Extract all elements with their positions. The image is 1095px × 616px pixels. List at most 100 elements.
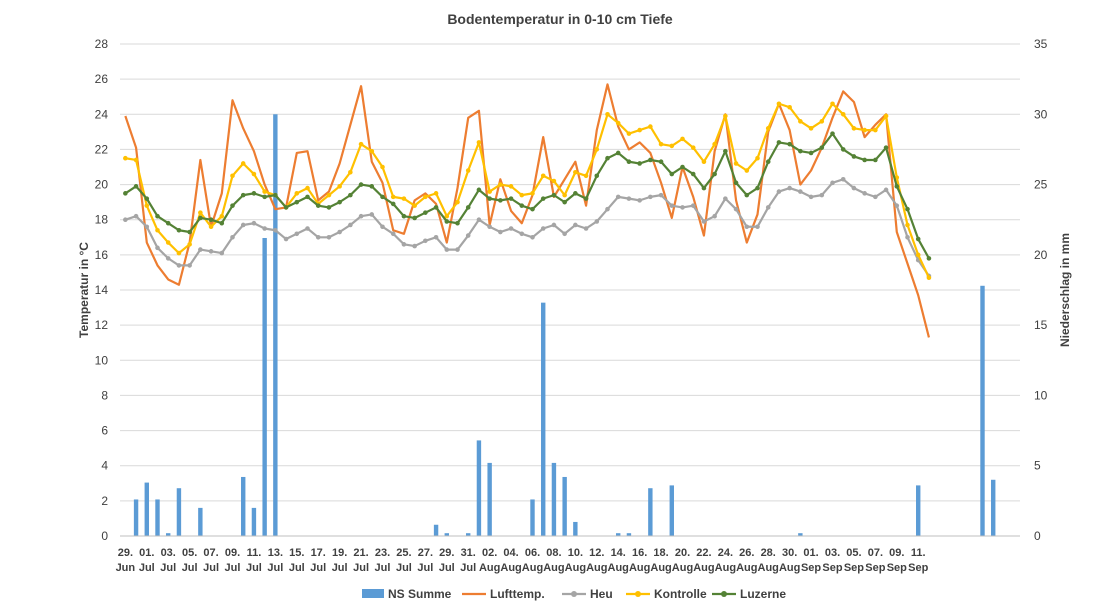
y-left-tick-label: 0 xyxy=(101,529,108,543)
point-kontrolle xyxy=(733,161,739,166)
x-tick-month: Sep xyxy=(865,562,885,574)
x-tick-month: Aug xyxy=(779,562,800,574)
x-tick-day: 17. xyxy=(311,547,326,559)
point-heu xyxy=(348,222,353,228)
y-left-tick-label: 6 xyxy=(101,424,108,438)
bar-ns-summe xyxy=(433,524,439,536)
bar-ns-summe xyxy=(648,488,653,536)
chart-title: Bodentemperatur in 0-10 cm Tiefe xyxy=(447,11,673,27)
point-kontrolle xyxy=(433,191,439,196)
point-heu xyxy=(165,256,171,261)
point-kontrolle xyxy=(412,203,417,208)
point-kontrolle xyxy=(530,191,535,196)
point-heu xyxy=(123,217,128,223)
point-heu xyxy=(530,234,535,240)
point-luzerne xyxy=(423,210,428,215)
x-tick-day: 18. xyxy=(653,547,668,559)
point-luzerne xyxy=(123,191,128,196)
point-kontrolle xyxy=(390,194,396,200)
point-luzerne xyxy=(562,199,567,205)
point-luzerne xyxy=(476,187,482,193)
point-heu xyxy=(605,206,610,212)
x-tick-day: 23. xyxy=(375,547,390,559)
point-luzerne xyxy=(583,196,589,201)
point-kontrolle xyxy=(251,171,257,177)
point-luzerne xyxy=(144,196,150,201)
point-kontrolle xyxy=(540,173,546,179)
y-left-tick-label: 2 xyxy=(101,494,108,508)
x-tick-month: Jul xyxy=(460,562,476,574)
point-luzerne xyxy=(487,196,492,201)
x-tick-month: Aug xyxy=(522,562,543,574)
point-kontrolle xyxy=(840,111,846,117)
x-tick-month: Jul xyxy=(289,562,305,574)
point-kontrolle xyxy=(723,113,728,119)
x-tick-month: Aug xyxy=(565,562,586,574)
point-heu xyxy=(798,189,803,194)
point-luzerne xyxy=(755,185,760,191)
legend-marker xyxy=(635,591,641,597)
y-left-tick-label: 22 xyxy=(95,142,109,156)
x-tick-month: Aug xyxy=(650,562,671,574)
legend-item-ns-summe: NS Summe xyxy=(362,587,452,601)
point-luzerne xyxy=(465,205,471,210)
x-tick-day: 30. xyxy=(782,547,797,559)
point-kontrolle xyxy=(926,275,932,281)
bar-ns-summe xyxy=(133,499,139,536)
lines xyxy=(123,83,932,338)
y-axis-left-label: Temperatur in °C xyxy=(77,242,91,338)
legend-label: Kontrolle xyxy=(654,587,707,601)
point-heu xyxy=(808,194,814,200)
point-kontrolle xyxy=(626,131,632,136)
x-tick-day: 13. xyxy=(268,547,283,559)
x-tick-day: 02. xyxy=(482,547,497,559)
legend-label: Heu xyxy=(590,587,613,601)
point-luzerne xyxy=(658,159,664,165)
point-luzerne xyxy=(594,173,600,179)
x-tick-month: Aug xyxy=(758,562,779,574)
point-luzerne xyxy=(830,131,835,136)
point-kontrolle xyxy=(701,159,707,165)
point-kontrolle xyxy=(819,119,825,124)
x-tick-month: Jul xyxy=(203,562,219,574)
point-kontrolle xyxy=(123,155,128,161)
point-luzerne xyxy=(187,229,192,235)
x-tick-day: 20. xyxy=(675,547,690,559)
point-heu xyxy=(176,263,182,268)
legend-marker xyxy=(721,591,727,597)
x-tick-day: 22. xyxy=(696,547,711,559)
y-right-tick-label: 15 xyxy=(1034,318,1048,332)
line-heu xyxy=(125,178,930,277)
legend-item-lufttemp: Lufttemp. xyxy=(462,587,545,601)
point-heu xyxy=(712,213,717,219)
point-luzerne xyxy=(390,201,396,207)
y-left-tick-label: 16 xyxy=(95,248,109,262)
x-tick-day: 29. xyxy=(439,547,454,559)
point-heu xyxy=(573,222,578,228)
point-kontrolle xyxy=(605,111,610,117)
point-luzerne xyxy=(733,180,739,186)
x-tick-day: 15. xyxy=(289,547,304,559)
point-kontrolle xyxy=(487,189,492,194)
x-tick-day: 09. xyxy=(225,547,240,559)
x-tick-day: 11. xyxy=(247,547,262,559)
point-luzerne xyxy=(798,148,803,154)
point-luzerne xyxy=(348,192,353,198)
point-kontrolle xyxy=(187,242,192,247)
y-right-tick-label: 5 xyxy=(1034,459,1041,473)
point-heu xyxy=(133,213,139,219)
line-luzerne xyxy=(124,132,930,259)
point-kontrolle xyxy=(712,141,717,147)
y-left-tick-label: 8 xyxy=(101,388,108,402)
point-heu xyxy=(337,229,342,235)
x-tick-day: 11. xyxy=(911,547,926,559)
point-kontrolle xyxy=(198,210,203,215)
x-tick-month: Jul xyxy=(182,562,198,574)
line-kontrolle xyxy=(125,102,930,279)
x-tick-month: Jul xyxy=(225,562,241,574)
y-left-tick-label: 4 xyxy=(101,459,108,473)
point-luzerne xyxy=(165,220,171,226)
point-luzerne xyxy=(669,171,675,177)
point-heu xyxy=(283,236,289,242)
